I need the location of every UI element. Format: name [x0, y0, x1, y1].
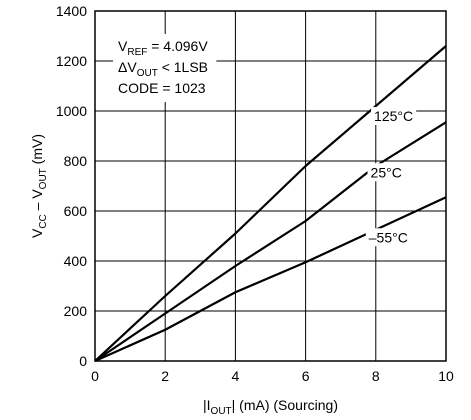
y-tick-label: 0: [79, 353, 87, 369]
y-axis-label: VCC – VOUT (mV): [29, 134, 49, 238]
x-tick-label: 8: [372, 368, 380, 384]
y-tick-label: 800: [64, 153, 88, 169]
series-label: –55°C: [369, 229, 408, 245]
plot-frame: [94, 10, 447, 362]
series-layer: 125°C 25°C –55°C: [94, 45, 447, 363]
x-tick-label: 6: [302, 368, 310, 384]
annotation-box: [113, 34, 217, 102]
annotation-code: CODE = 1023: [118, 80, 206, 96]
x-axis-label: |IOUT| (mA) (Sourcing): [203, 397, 338, 417]
series-label-bg: [367, 163, 405, 182]
annotation-vref: VREF = 4.096V: [118, 38, 208, 58]
series-label-bg: [371, 107, 417, 125]
series-line: [94, 196, 447, 363]
series-line: [94, 45, 447, 362]
y-tick-label: 600: [64, 203, 88, 219]
series-label: 125°C: [374, 108, 413, 124]
y-tick-label: 1000: [56, 103, 87, 119]
y-tick-label: 200: [64, 303, 88, 319]
annotation-dvout: ΔVOUT < 1LSB: [118, 59, 208, 79]
x-tick-label: 2: [161, 368, 169, 384]
x-tick-label: 0: [91, 368, 99, 384]
y-tick-label: 1400: [56, 3, 87, 19]
x-tick-label: 10: [438, 368, 454, 384]
series-line: [94, 121, 447, 362]
series-label-bg: [365, 228, 411, 247]
tick-labels: 0 2 4 6 8 10 0 200 400 600 800 1000 1200 1400: [56, 3, 454, 384]
y-tick-label: 400: [64, 253, 88, 269]
series-label: 25°C: [371, 164, 402, 180]
grid-lines: [95, 11, 446, 361]
y-tick-label: 1200: [56, 53, 87, 69]
x-tick-label: 4: [232, 368, 240, 384]
